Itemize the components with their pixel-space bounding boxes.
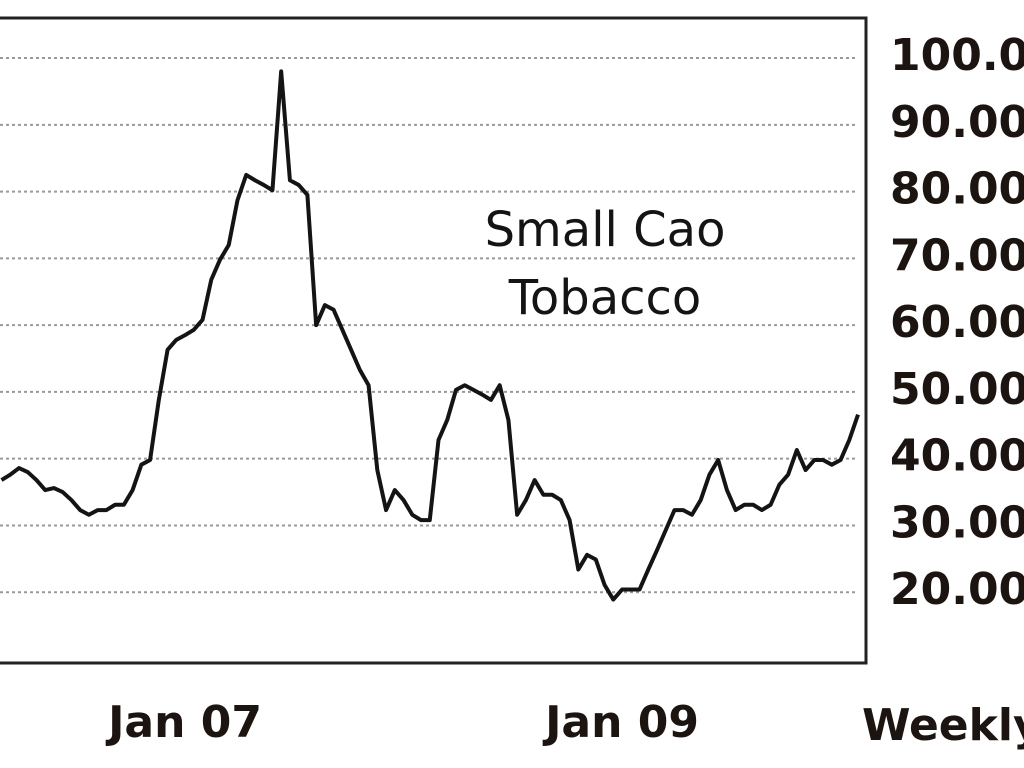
y-tick-label: 70.00 [890,230,1024,281]
y-tick-label: 30.00 [890,497,1024,548]
y-tick-label: 90.00 [890,97,1024,148]
plot-frame [0,16,868,665]
price-line [0,69,860,602]
y-tick-label: 80.00 [890,164,1024,215]
x-tick-label: Jan 09 [542,697,699,748]
chart-title: Small Cao Tobacco [484,202,726,326]
y-tick-label: 60.00 [890,297,1024,348]
x-tick-label: Jan 07 [105,697,262,748]
y-tick-label: 40.00 [890,431,1024,482]
y-tick-label: 100.0 [890,30,1024,81]
frequency-label: Weekly [862,700,1024,751]
y-tick-label: 20.00 [890,564,1024,615]
y-tick-label: 50.00 [890,364,1024,415]
